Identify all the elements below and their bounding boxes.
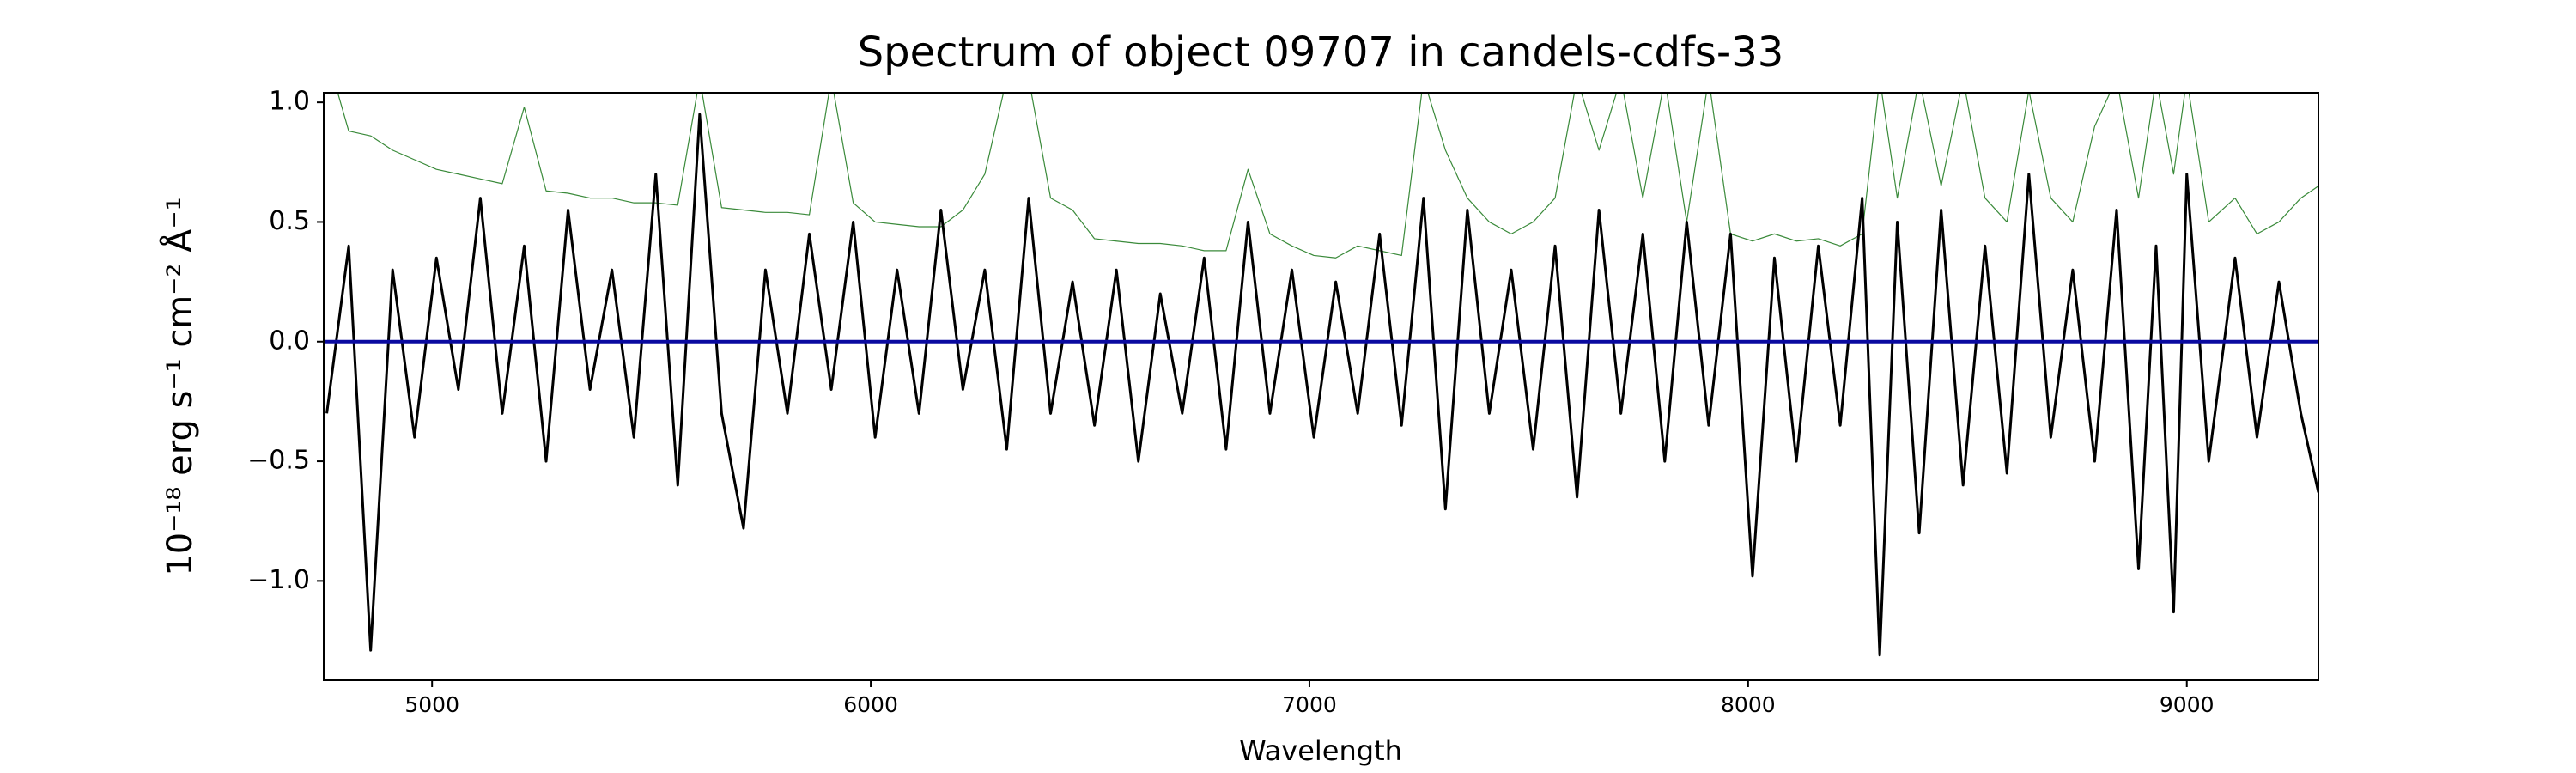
- spectrum-line: [337, 93, 2318, 259]
- x-tick-label: 9000: [2160, 692, 2215, 717]
- x-axis-label: Wavelength: [1239, 734, 1402, 767]
- chart-title: Spectrum of object 09707 in candels-cdfs…: [858, 28, 1784, 76]
- y-tick-label: −1.0: [247, 565, 310, 595]
- spectrum-line: [325, 113, 2318, 657]
- plot-area: [324, 93, 2318, 657]
- y-axis-label: 10⁻¹⁸ erg s⁻¹ cm⁻² Å⁻¹: [159, 197, 200, 575]
- x-tick-label: 7000: [1282, 692, 1337, 717]
- y-tick-label: 1.0: [269, 87, 310, 117]
- y-tick-label: −0.5: [247, 446, 310, 476]
- x-tick-label: 5000: [404, 692, 459, 717]
- x-tick-label: 6000: [843, 692, 898, 717]
- x-tick-label: 8000: [1721, 692, 1776, 717]
- y-tick-label: 0.5: [269, 206, 310, 236]
- axes-frame: [323, 92, 2319, 681]
- y-tick-label: 0.0: [269, 326, 310, 356]
